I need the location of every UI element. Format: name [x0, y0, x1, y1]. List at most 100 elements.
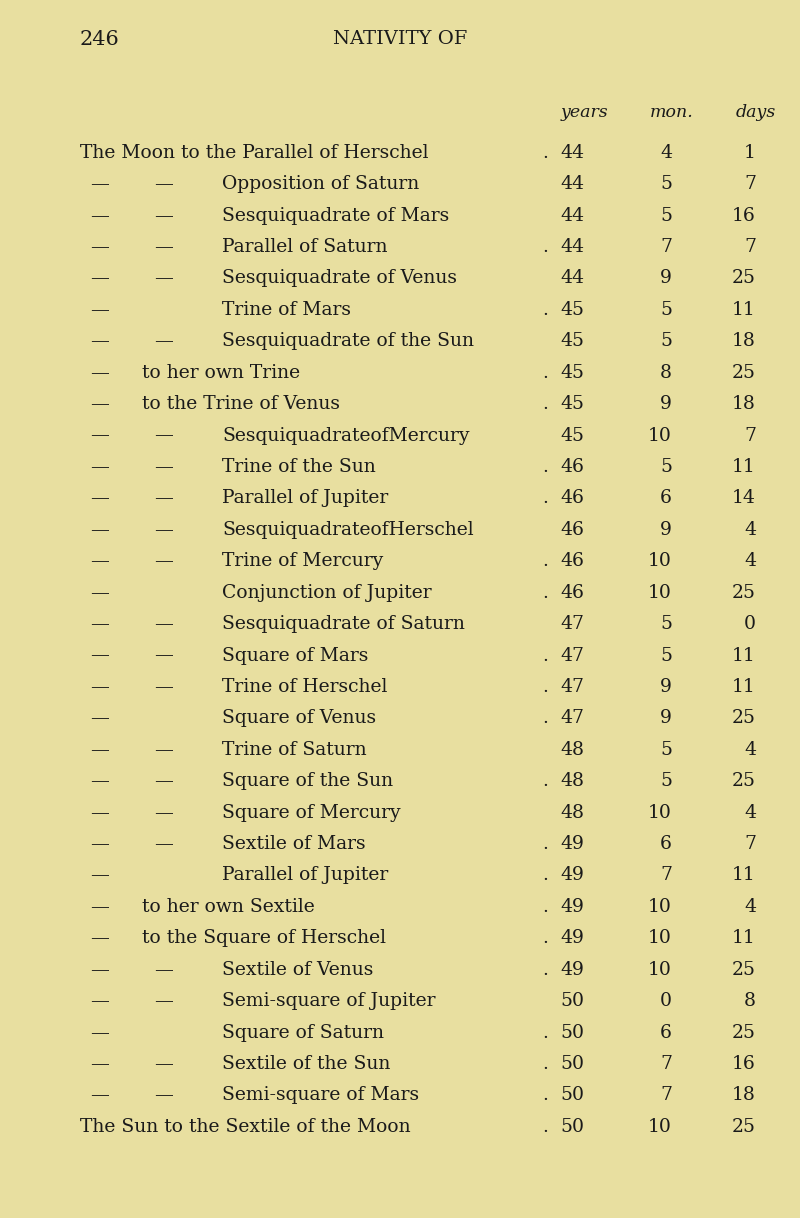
Text: 6: 6 [660, 836, 672, 853]
Text: 45: 45 [560, 426, 584, 445]
Text: —: — [90, 238, 110, 256]
Text: —: — [154, 678, 174, 695]
Text: 4: 4 [660, 144, 672, 162]
Text: .: . [542, 836, 549, 853]
Text: —: — [90, 804, 110, 822]
Text: —: — [90, 364, 110, 381]
Text: mon.: mon. [650, 104, 694, 121]
Text: —: — [154, 426, 174, 445]
Text: to her own Sextile: to her own Sextile [142, 898, 315, 916]
Text: —: — [90, 521, 110, 538]
Text: —: — [154, 552, 174, 570]
Text: 10: 10 [648, 929, 672, 948]
Text: —: — [154, 269, 174, 287]
Text: —: — [154, 1055, 174, 1073]
Text: —: — [90, 866, 110, 884]
Text: —: — [90, 741, 110, 759]
Text: Square of Mars: Square of Mars [222, 647, 369, 665]
Text: 18: 18 [732, 395, 756, 413]
Text: .: . [542, 898, 549, 916]
Text: 10: 10 [648, 961, 672, 979]
Text: .: . [542, 458, 549, 476]
Text: 16: 16 [732, 207, 756, 224]
Text: 7: 7 [744, 426, 756, 445]
Text: —: — [90, 552, 110, 570]
Text: 18: 18 [732, 1086, 756, 1105]
Text: Sextile of the Sun: Sextile of the Sun [222, 1055, 390, 1073]
Text: 50: 50 [560, 1023, 584, 1041]
Text: 10: 10 [648, 426, 672, 445]
Text: Trine of Saturn: Trine of Saturn [222, 741, 367, 759]
Text: .: . [542, 1055, 549, 1073]
Text: 6: 6 [660, 1023, 672, 1041]
Text: —: — [90, 678, 110, 695]
Text: 46: 46 [560, 458, 584, 476]
Text: 45: 45 [560, 364, 584, 381]
Text: 11: 11 [732, 458, 756, 476]
Text: —: — [90, 207, 110, 224]
Text: —: — [90, 709, 110, 727]
Text: 4: 4 [744, 552, 756, 570]
Text: —: — [90, 647, 110, 665]
Text: 14: 14 [732, 490, 756, 508]
Text: SesquiquadrateofHerschel: SesquiquadrateofHerschel [222, 521, 474, 538]
Text: Square of Venus: Square of Venus [222, 709, 377, 727]
Text: 47: 47 [560, 647, 584, 665]
Text: 7: 7 [660, 1086, 672, 1105]
Text: 5: 5 [660, 458, 672, 476]
Text: —: — [154, 175, 174, 194]
Text: —: — [90, 993, 110, 1010]
Text: 5: 5 [660, 333, 672, 351]
Text: 49: 49 [560, 898, 584, 916]
Text: —: — [154, 490, 174, 508]
Text: Parallel of Jupiter: Parallel of Jupiter [222, 866, 389, 884]
Text: Sextile of Mars: Sextile of Mars [222, 836, 366, 853]
Text: 49: 49 [560, 929, 584, 948]
Text: .: . [542, 772, 549, 790]
Text: —: — [90, 961, 110, 979]
Text: 11: 11 [732, 866, 756, 884]
Text: 9: 9 [660, 709, 672, 727]
Text: 11: 11 [732, 678, 756, 695]
Text: 18: 18 [732, 333, 756, 351]
Text: 50: 50 [560, 1055, 584, 1073]
Text: 5: 5 [660, 175, 672, 194]
Text: —: — [90, 458, 110, 476]
Text: —: — [90, 615, 110, 633]
Text: 10: 10 [648, 583, 672, 602]
Text: NATIVITY OF: NATIVITY OF [333, 30, 467, 49]
Text: .: . [542, 866, 549, 884]
Text: 44: 44 [560, 238, 584, 256]
Text: .: . [542, 961, 549, 979]
Text: —: — [90, 426, 110, 445]
Text: 46: 46 [560, 490, 584, 508]
Text: Sextile of Venus: Sextile of Venus [222, 961, 374, 979]
Text: 11: 11 [732, 929, 756, 948]
Text: Opposition of Saturn: Opposition of Saturn [222, 175, 420, 194]
Text: —: — [154, 993, 174, 1010]
Text: 10: 10 [648, 804, 672, 822]
Text: 10: 10 [648, 898, 672, 916]
Text: 45: 45 [560, 301, 584, 319]
Text: Trine of the Sun: Trine of the Sun [222, 458, 376, 476]
Text: —: — [154, 521, 174, 538]
Text: Square of Saturn: Square of Saturn [222, 1023, 385, 1041]
Text: Trine of Mercury: Trine of Mercury [222, 552, 384, 570]
Text: 44: 44 [560, 269, 584, 287]
Text: 11: 11 [732, 647, 756, 665]
Text: Square of the Sun: Square of the Sun [222, 772, 394, 790]
Text: —: — [90, 1055, 110, 1073]
Text: 9: 9 [660, 521, 672, 538]
Text: .: . [542, 709, 549, 727]
Text: The Sun to the Sextile of the Moon: The Sun to the Sextile of the Moon [80, 1118, 410, 1136]
Text: —: — [90, 836, 110, 853]
Text: 44: 44 [560, 175, 584, 194]
Text: 5: 5 [660, 301, 672, 319]
Text: SesquiquadrateofMercury: SesquiquadrateofMercury [222, 426, 470, 445]
Text: Trine of Herschel: Trine of Herschel [222, 678, 388, 695]
Text: 5: 5 [660, 647, 672, 665]
Text: .: . [542, 552, 549, 570]
Text: 45: 45 [560, 395, 584, 413]
Text: 25: 25 [732, 772, 756, 790]
Text: 8: 8 [660, 364, 672, 381]
